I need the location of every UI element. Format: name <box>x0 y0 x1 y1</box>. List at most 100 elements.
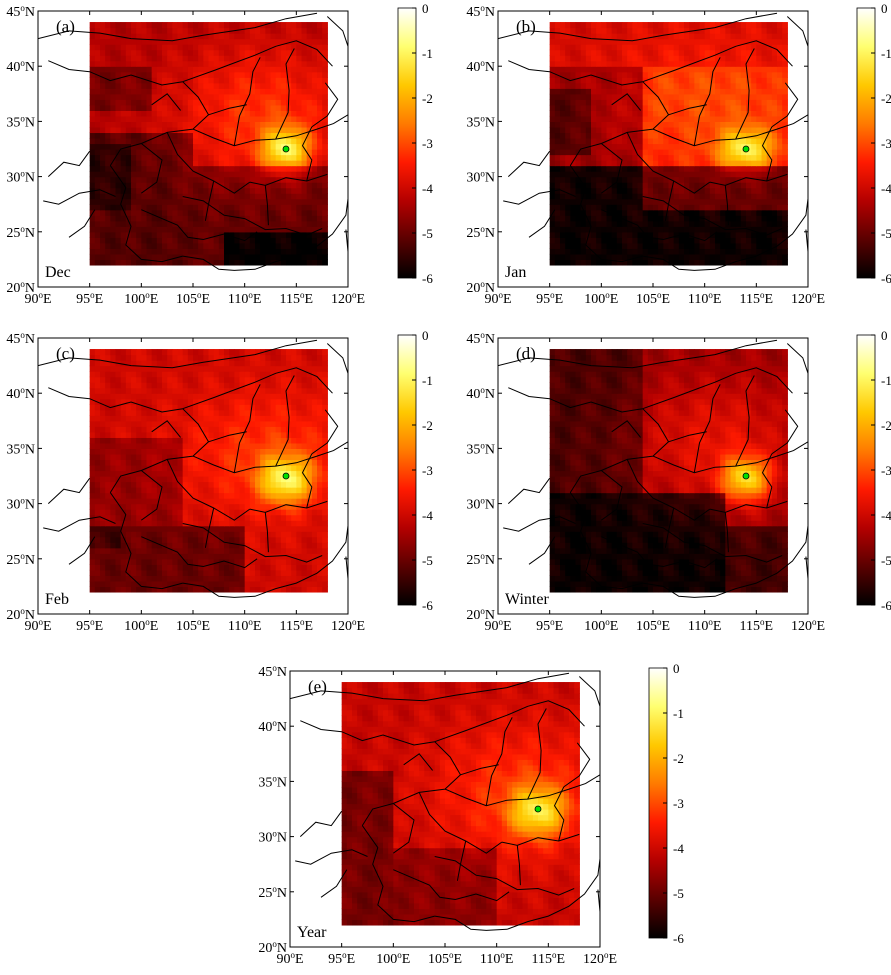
heatmap-cell <box>306 44 313 51</box>
heatmap-cell <box>740 55 747 62</box>
heatmap-cell <box>94 226 101 233</box>
heatmap-cell <box>229 542 235 549</box>
heatmap-cell <box>136 160 142 167</box>
heatmap-cell <box>601 22 608 29</box>
heatmap-cell <box>105 82 111 89</box>
heatmap-cell <box>203 204 210 211</box>
heatmap-cell <box>249 44 256 51</box>
heatmap-cell <box>746 132 752 139</box>
heatmap-cell <box>94 33 101 40</box>
heatmap-cell <box>782 215 788 222</box>
heatmap-cell <box>239 93 246 100</box>
heatmap-cell <box>585 126 592 134</box>
heatmap-cell <box>777 110 783 117</box>
heatmap-cell <box>782 132 788 139</box>
heatmap-cell <box>115 121 122 128</box>
heatmap-cell <box>704 176 711 183</box>
heatmap-cell <box>554 176 561 183</box>
heatmap-cell <box>317 171 323 178</box>
heatmap-cell <box>255 509 261 516</box>
heatmap-cell <box>565 193 571 200</box>
heatmap-cell <box>575 182 582 189</box>
heatmap-cell <box>317 110 323 117</box>
heatmap-cell <box>756 259 763 266</box>
heatmap-cell <box>218 575 225 582</box>
heatmap-cell <box>110 60 117 67</box>
heatmap-cell <box>182 110 189 117</box>
heatmap-cell <box>725 171 732 178</box>
heatmap-cell <box>317 55 323 62</box>
heatmap-cell <box>740 27 747 34</box>
heatmap-cell <box>218 126 225 134</box>
map-panel-3: 90oE 95oE 100oE 105oE 110oE 115oE 120oE20oN25o… <box>6 328 433 634</box>
heatmap-cell <box>720 27 726 34</box>
heatmap-cell <box>549 176 556 183</box>
heatmap-cell <box>162 198 168 205</box>
heatmap-cell <box>296 226 303 233</box>
heatmap-cell <box>627 132 633 139</box>
heatmap-cell <box>575 165 582 172</box>
heatmap-cell <box>208 22 215 29</box>
boundary-line <box>668 104 707 116</box>
heatmap-cell <box>565 99 571 106</box>
heatmap-cell <box>125 187 132 194</box>
heatmap-cell <box>720 253 726 260</box>
heatmap-cell <box>580 49 587 56</box>
heatmap-cell <box>606 88 613 95</box>
heatmap-cell <box>162 564 168 571</box>
heatmap-cell <box>751 93 757 100</box>
heatmap-cell <box>761 176 768 183</box>
heatmap-cell <box>120 27 127 34</box>
boundary-line <box>626 132 711 194</box>
heatmap-cell <box>777 82 783 89</box>
heatmap-cell <box>771 259 778 266</box>
heatmap-cell <box>554 93 561 100</box>
heatmap-cell <box>249 176 256 183</box>
heatmap-cell <box>193 226 199 233</box>
heatmap-cell <box>224 171 230 178</box>
heatmap-cell <box>735 176 742 183</box>
heatmap-cell <box>94 149 101 156</box>
heatmap-cell <box>606 220 613 227</box>
x-tick-label: 100oE <box>124 290 158 307</box>
heatmap-cell <box>704 27 711 34</box>
heatmap-cell <box>203 553 210 560</box>
heatmap-cell <box>120 38 127 45</box>
heatmap-cell <box>110 165 117 172</box>
heatmap-cell <box>270 88 277 95</box>
heatmap-cell <box>565 93 571 100</box>
heatmap-cell <box>735 182 742 189</box>
heatmap-cell <box>229 88 235 95</box>
heatmap-cell <box>229 121 235 128</box>
heatmap-cell <box>570 248 577 255</box>
heatmap-cell <box>735 143 742 150</box>
colorbar-tick-label: -1 <box>881 46 891 61</box>
heatmap-cell <box>296 110 303 117</box>
heatmap-cell <box>187 49 194 56</box>
heatmap-cell <box>601 160 608 167</box>
heatmap-cell <box>110 27 117 34</box>
heatmap-cell <box>306 55 313 62</box>
heatmap-cell <box>611 143 618 150</box>
heatmap-cell <box>244 569 251 576</box>
heatmap-cell <box>317 586 323 593</box>
heatmap-cell <box>213 55 220 62</box>
heatmap-cell <box>591 253 597 260</box>
heatmap-cell <box>580 231 587 238</box>
boundary-line <box>204 180 215 221</box>
heatmap-cell <box>322 193 328 200</box>
heatmap-cell <box>110 237 117 244</box>
heatmap-cell <box>694 160 701 167</box>
heatmap-cell <box>218 132 225 139</box>
heatmap-cell <box>756 242 763 249</box>
heatmap-cell <box>94 536 101 543</box>
heatmap-cell <box>709 66 716 73</box>
heatmap-cell <box>311 115 318 122</box>
heatmap-cell <box>275 575 282 582</box>
heatmap-cell <box>601 38 608 45</box>
heatmap-cell <box>575 198 582 205</box>
heatmap-cell <box>678 248 685 255</box>
heatmap-cell <box>249 237 256 244</box>
heatmap-cell <box>249 110 256 117</box>
heatmap-cell <box>317 82 323 89</box>
